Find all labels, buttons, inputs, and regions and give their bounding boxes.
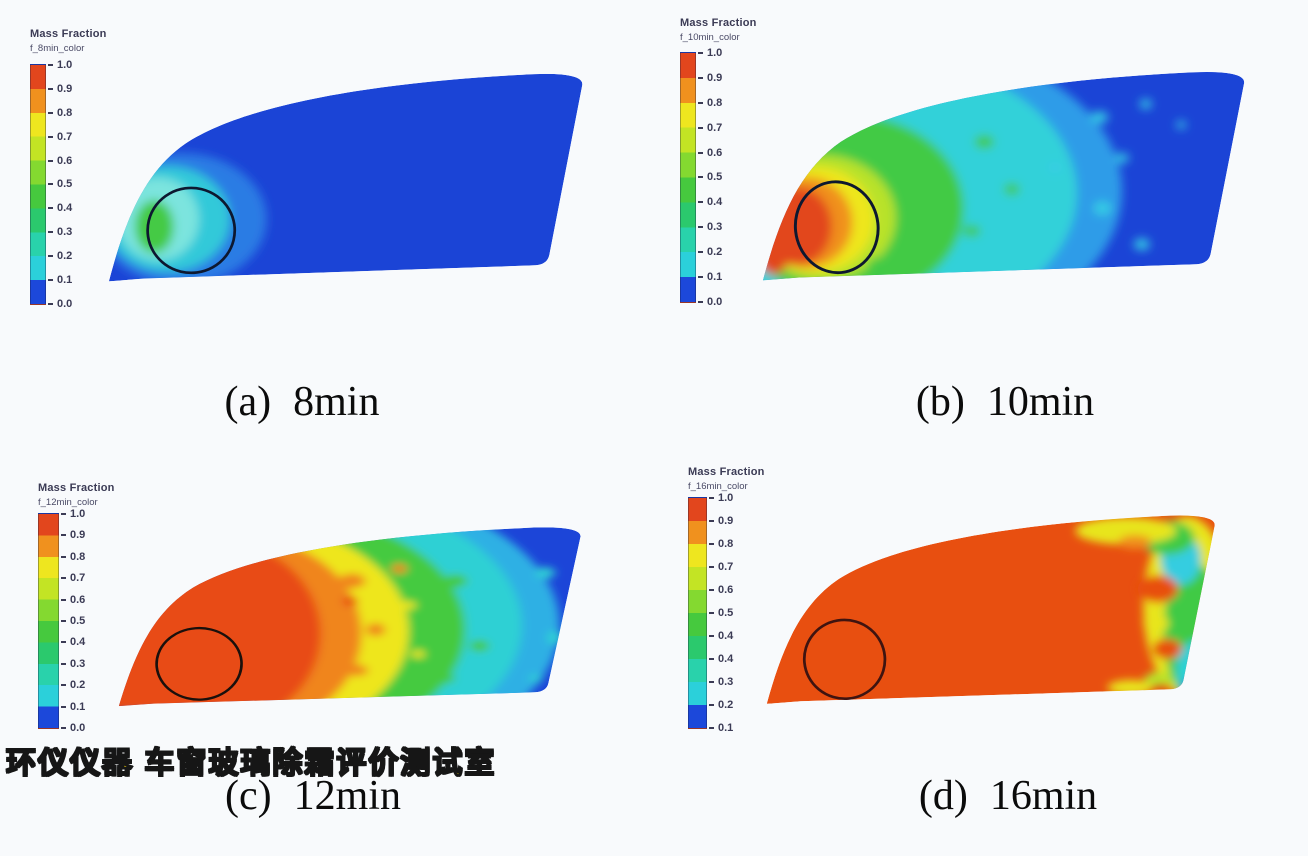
- colorbar-tick: 0.1: [698, 271, 722, 283]
- colorbar-tick: 0.9: [48, 83, 72, 95]
- colorbar-tick: 0.7: [61, 572, 85, 584]
- colorbar-ticks: 1.0 0.9 0.8 0.7 0.6 0.5 0.4 0.3 0.2 0.1 0.0: [698, 47, 722, 308]
- colorbar-tick: 0.1: [48, 274, 72, 286]
- colorbar-ticks: 1.0 0.9 0.8 0.7 0.6 0.5 0.4 0.3 0.2 0.1 0.0: [61, 508, 85, 734]
- colorbar-tick: 0.2: [698, 246, 722, 258]
- colorbar-tick: 0.8: [48, 107, 72, 119]
- colorbar-tick: 0.5: [709, 607, 733, 619]
- caption-panel-c: (c) 12min: [168, 772, 458, 820]
- colorbar-ticks: 1.0 0.9 0.8 0.7 0.6 0.5 0.4 0.4 0.3 0.2 0.1: [709, 492, 733, 734]
- legend-subtitle: f_12min_color: [38, 497, 98, 508]
- colorbar-tick: 0.6: [61, 594, 85, 606]
- colorbar-tick: 1.0: [698, 47, 722, 59]
- legend-title: Mass Fraction: [30, 28, 107, 40]
- legend-panel-d: Mass Fraction f_16min_color 1.0 0.9 0.8 0.7…: [688, 466, 765, 734]
- colorbar-tick: 0.4: [709, 630, 733, 642]
- colorbar-tick: 0.1: [709, 722, 733, 734]
- colorbar-tick: 0.6: [709, 584, 733, 596]
- colorbar-tick: 0.2: [48, 250, 72, 262]
- contour-plot-d: [766, 515, 1215, 704]
- colorbar-tick: 0.8: [61, 551, 85, 563]
- caption-panel-b: (b) 10min: [855, 378, 1155, 426]
- colorbar-ticks: 1.0 0.9 0.8 0.7 0.6 0.5 0.4 0.3 0.2 0.1 0.0: [48, 59, 72, 310]
- evaluation-zone-outline: [793, 180, 880, 275]
- colorbar-tick: 0.3: [698, 221, 722, 233]
- colorbar-tick: 0.9: [698, 72, 722, 84]
- colorbar-tick: 0.9: [709, 515, 733, 527]
- evaluation-zone-outline: [155, 626, 243, 701]
- colorbar-tick: 0.7: [48, 131, 72, 143]
- colorbar: [688, 497, 707, 729]
- colorbar-tick: 1.0: [48, 59, 72, 71]
- colorbar-tick: 0.5: [48, 178, 72, 190]
- legend-panel-b: Mass Fraction f_10min_color 1.0 0.9 0.8 0.7…: [680, 17, 757, 308]
- colorbar-tick: 0.7: [698, 122, 722, 134]
- caption-time: 12min: [293, 773, 401, 819]
- evaluation-zone-outline: [146, 186, 237, 275]
- colorbar: [30, 64, 46, 305]
- colorbar-tick: 0.4: [48, 202, 72, 214]
- contour-plot-a: [108, 73, 583, 282]
- caption-time: 8min: [293, 379, 380, 425]
- caption-index: (d): [918, 773, 968, 819]
- legend-title: Mass Fraction: [38, 482, 115, 494]
- colorbar-tick: 0.0: [698, 296, 722, 308]
- colorbar-tick: 0.0: [61, 722, 85, 734]
- colorbar-tick: 0.0: [48, 298, 72, 310]
- colorbar-tick: 0.5: [61, 615, 85, 627]
- legend-panel-a: Mass Fraction f_8min_color 1.0 0.9 0.8 0.7 0…: [30, 28, 107, 310]
- caption-panel-a: (a) 8min: [162, 378, 442, 426]
- legend-subtitle: f_10min_color: [680, 32, 740, 43]
- colorbar: [38, 513, 59, 729]
- legend-subtitle: f_16min_color: [688, 481, 748, 492]
- colorbar-tick: 0.9: [61, 529, 85, 541]
- legend-title: Mass Fraction: [680, 17, 757, 29]
- colorbar-tick: 0.4: [698, 196, 722, 208]
- colorbar: [680, 52, 696, 303]
- colorbar-tick: 0.3: [48, 226, 72, 238]
- contour-plot-c: [118, 527, 581, 707]
- colorbar-tick: 1.0: [709, 492, 733, 504]
- colorbar-tick: 1.0: [61, 508, 85, 520]
- colorbar-tick: 0.6: [48, 155, 72, 167]
- caption-time: 16min: [989, 773, 1098, 819]
- watermark-text: 环仪仪器 车窗玻璃除霜评价测试室: [5, 746, 497, 781]
- legend-panel-c: Mass Fraction f_12min_color 1.0 0.9 0.8 0.7…: [38, 482, 115, 734]
- colorbar-tick: 0.8: [698, 97, 722, 109]
- caption-panel-d: (d) 16min: [858, 772, 1158, 820]
- colorbar-tick: 0.4: [709, 653, 733, 665]
- colorbar-tick: 0.2: [709, 699, 733, 711]
- legend-subtitle: f_8min_color: [30, 43, 85, 54]
- caption-index: (b): [915, 379, 965, 425]
- caption-time: 10min: [986, 379, 1095, 425]
- contour-plot-b: [762, 71, 1245, 281]
- colorbar-tick: 0.3: [61, 658, 85, 670]
- colorbar-tick: 0.5: [698, 171, 722, 183]
- colorbar-tick: 0.3: [709, 676, 733, 688]
- legend-title: Mass Fraction: [688, 466, 765, 478]
- colorbar-tick: 0.1: [61, 701, 85, 713]
- caption-index: (a): [224, 379, 272, 425]
- colorbar-tick: 0.6: [698, 147, 722, 159]
- colorbar-tick: 0.7: [709, 561, 733, 573]
- colorbar-tick: 0.4: [61, 636, 85, 648]
- colorbar-tick: 0.2: [61, 679, 85, 691]
- evaluation-zone-outline: [802, 618, 887, 700]
- colorbar-tick: 0.8: [709, 538, 733, 550]
- caption-index: (c): [225, 773, 272, 819]
